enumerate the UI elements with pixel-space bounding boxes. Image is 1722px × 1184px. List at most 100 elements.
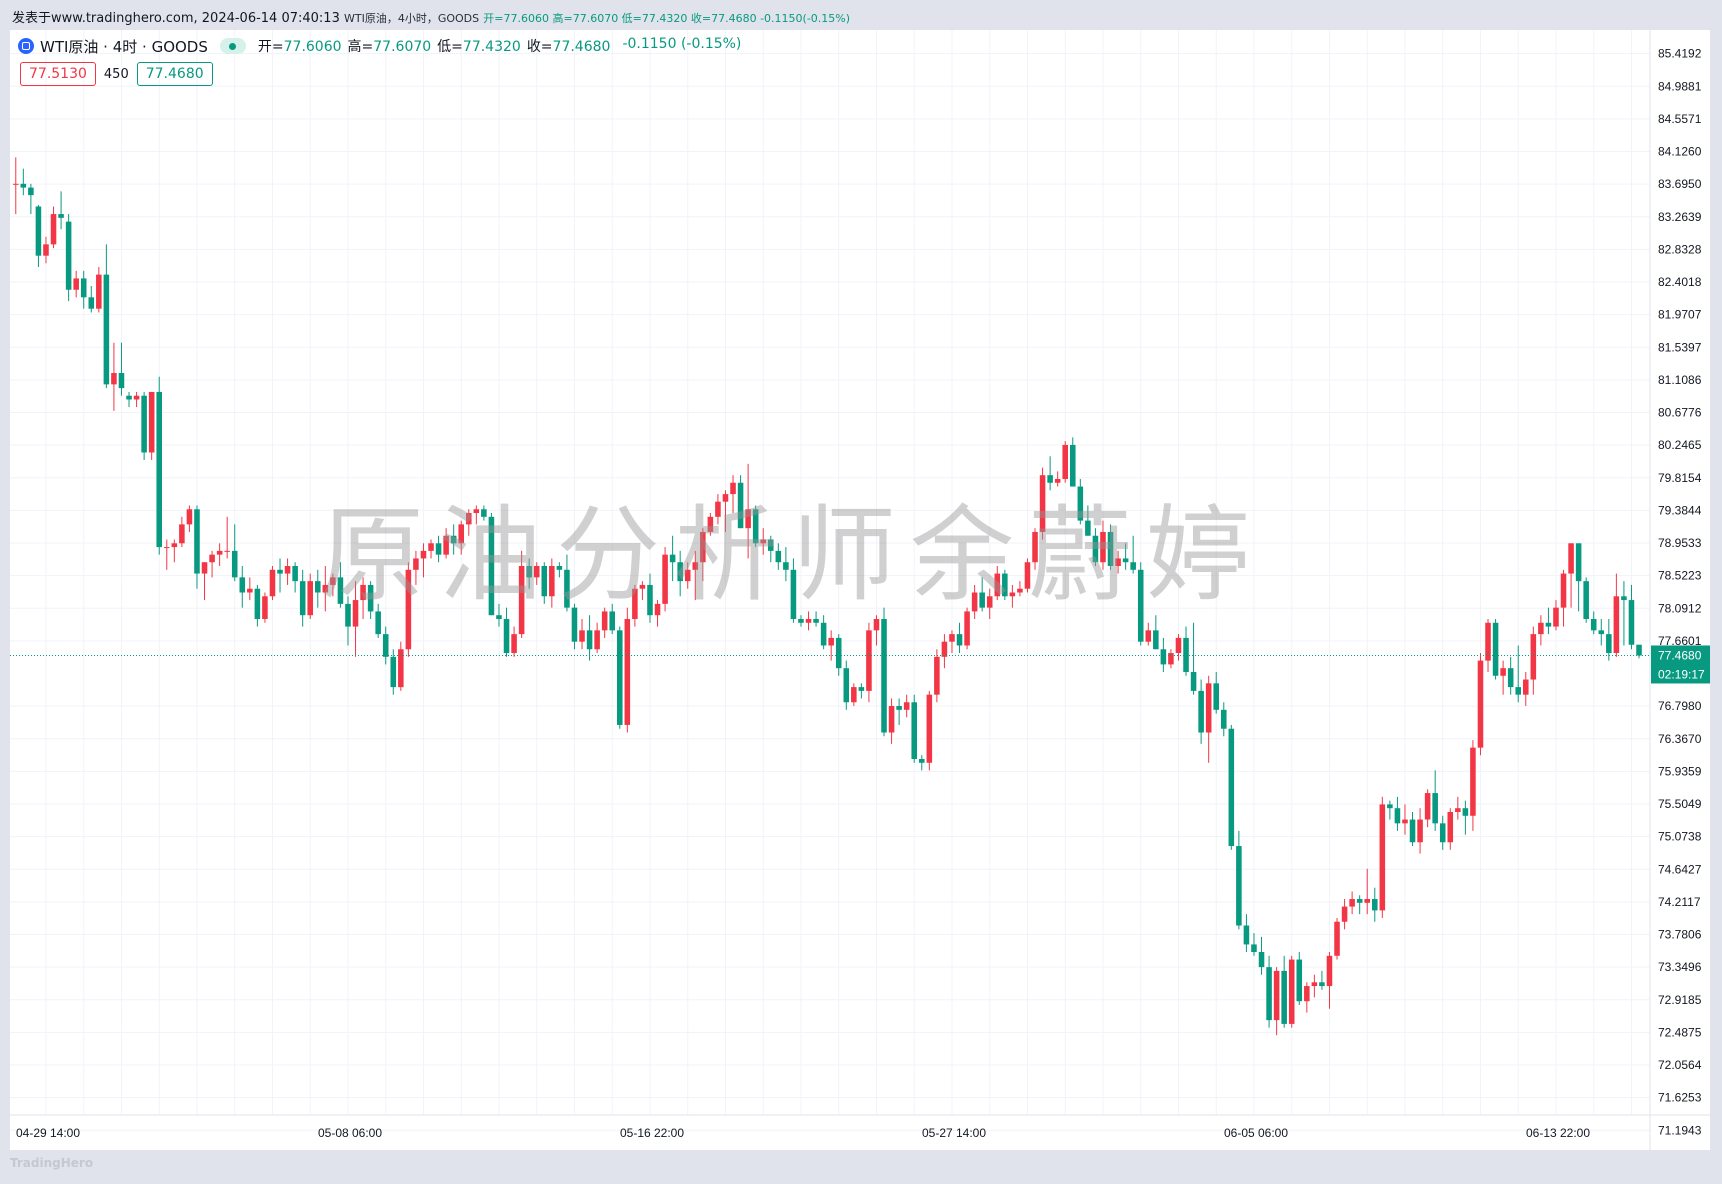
candle [1334, 917, 1340, 960]
candle [964, 607, 970, 650]
candle [201, 562, 208, 601]
candle-body [1258, 952, 1265, 968]
candle-body [277, 569, 283, 574]
candle [1002, 569, 1008, 601]
candle [1583, 577, 1589, 623]
sell-price-button[interactable]: 77.5130 [20, 62, 96, 86]
low-value: 77.4320 [462, 39, 521, 55]
market-status-icon[interactable] [219, 38, 246, 54]
price-tick-label: 74.2117 [1658, 895, 1701, 909]
candle [639, 581, 646, 601]
price-tick-label: 71.1943 [1658, 1123, 1702, 1137]
price-tick-label: 75.5049 [1658, 797, 1702, 811]
candle-body [450, 535, 457, 544]
candle [148, 391, 155, 461]
candle [503, 607, 510, 657]
candle-body [322, 584, 329, 593]
candle [941, 634, 948, 669]
candle-body [1160, 649, 1167, 665]
candle-body [1175, 637, 1182, 654]
high-value: 77.6070 [373, 39, 432, 55]
candle [934, 649, 940, 703]
candle [707, 513, 714, 536]
candle [179, 516, 185, 548]
buy-price-button[interactable]: 77.4680 [136, 62, 213, 86]
symbol-name[interactable]: WTI原油 · 4时 · GOODS [40, 37, 208, 56]
candle [1319, 970, 1325, 990]
candle-body [367, 584, 374, 612]
candle [820, 615, 827, 650]
candle [1266, 955, 1272, 1028]
price-tick-label: 83.2639 [1658, 210, 1702, 224]
candle [843, 660, 850, 710]
candle-body [1485, 622, 1491, 661]
candle-body [1613, 596, 1620, 654]
candle [1409, 811, 1416, 847]
candle [1039, 467, 1046, 540]
price-tick-label: 79.8154 [1658, 471, 1702, 485]
candle-body [156, 391, 162, 548]
candle-body [564, 569, 570, 608]
candle [1190, 622, 1197, 695]
candle [1530, 626, 1537, 695]
last-price-marker[interactable] [1651, 645, 1710, 684]
candle [428, 539, 434, 559]
candle-body [979, 592, 985, 608]
candle [1107, 524, 1114, 570]
chart-panel[interactable]: 85.4192 84.9881 84.5571 84.1260 83.6950 83.26… [10, 30, 1710, 1150]
candle [1636, 644, 1642, 659]
candle-body [737, 482, 744, 529]
candle-body [262, 596, 268, 619]
candle-body [783, 562, 789, 570]
candle-body [50, 214, 57, 245]
candle-body [798, 618, 804, 623]
candle-body [609, 611, 615, 631]
candle-body [956, 634, 963, 646]
candle-body [473, 509, 480, 514]
candle [247, 577, 253, 601]
candle-body [1024, 562, 1031, 589]
candle [926, 690, 933, 771]
candle [277, 558, 283, 593]
candle [1379, 796, 1386, 918]
candle-body [873, 618, 880, 631]
candle-body [632, 588, 638, 619]
candle [722, 490, 729, 532]
candle-body [315, 581, 321, 593]
candle [1304, 982, 1310, 1013]
candle [20, 168, 27, 196]
candle-body [601, 611, 608, 631]
candle [1311, 974, 1318, 998]
candle-body [1070, 444, 1076, 487]
candle-body [390, 656, 397, 688]
candle [873, 615, 880, 646]
candle-body [934, 656, 940, 695]
candlestick-chart[interactable]: 85.4192 84.9881 84.5571 84.1260 83.6950 83.26… [10, 30, 1710, 1150]
candle [367, 581, 374, 619]
candle-body [481, 509, 487, 517]
candle-body [141, 395, 147, 453]
candle [1160, 637, 1167, 672]
candle [745, 463, 751, 559]
candle [345, 596, 351, 646]
candle [518, 550, 525, 638]
candle-body [1341, 906, 1348, 922]
candle [624, 607, 631, 733]
candle-body [1553, 607, 1559, 627]
candle [1402, 804, 1408, 835]
candle [541, 562, 548, 604]
candle-body [35, 206, 42, 256]
candle [1024, 558, 1031, 593]
price-tick-label: 84.1260 [1658, 145, 1702, 159]
price-tick-label: 76.3670 [1658, 732, 1702, 746]
candle-body [617, 630, 623, 725]
candle-body [1492, 622, 1499, 676]
candle [390, 649, 397, 695]
candle [292, 562, 298, 593]
candle-body [662, 554, 668, 604]
candle [1137, 562, 1144, 646]
spread-value: 450 [103, 66, 129, 82]
symbol-icon[interactable] [18, 38, 34, 54]
candle [133, 391, 140, 408]
price-tick-label: 73.3496 [1658, 960, 1702, 974]
